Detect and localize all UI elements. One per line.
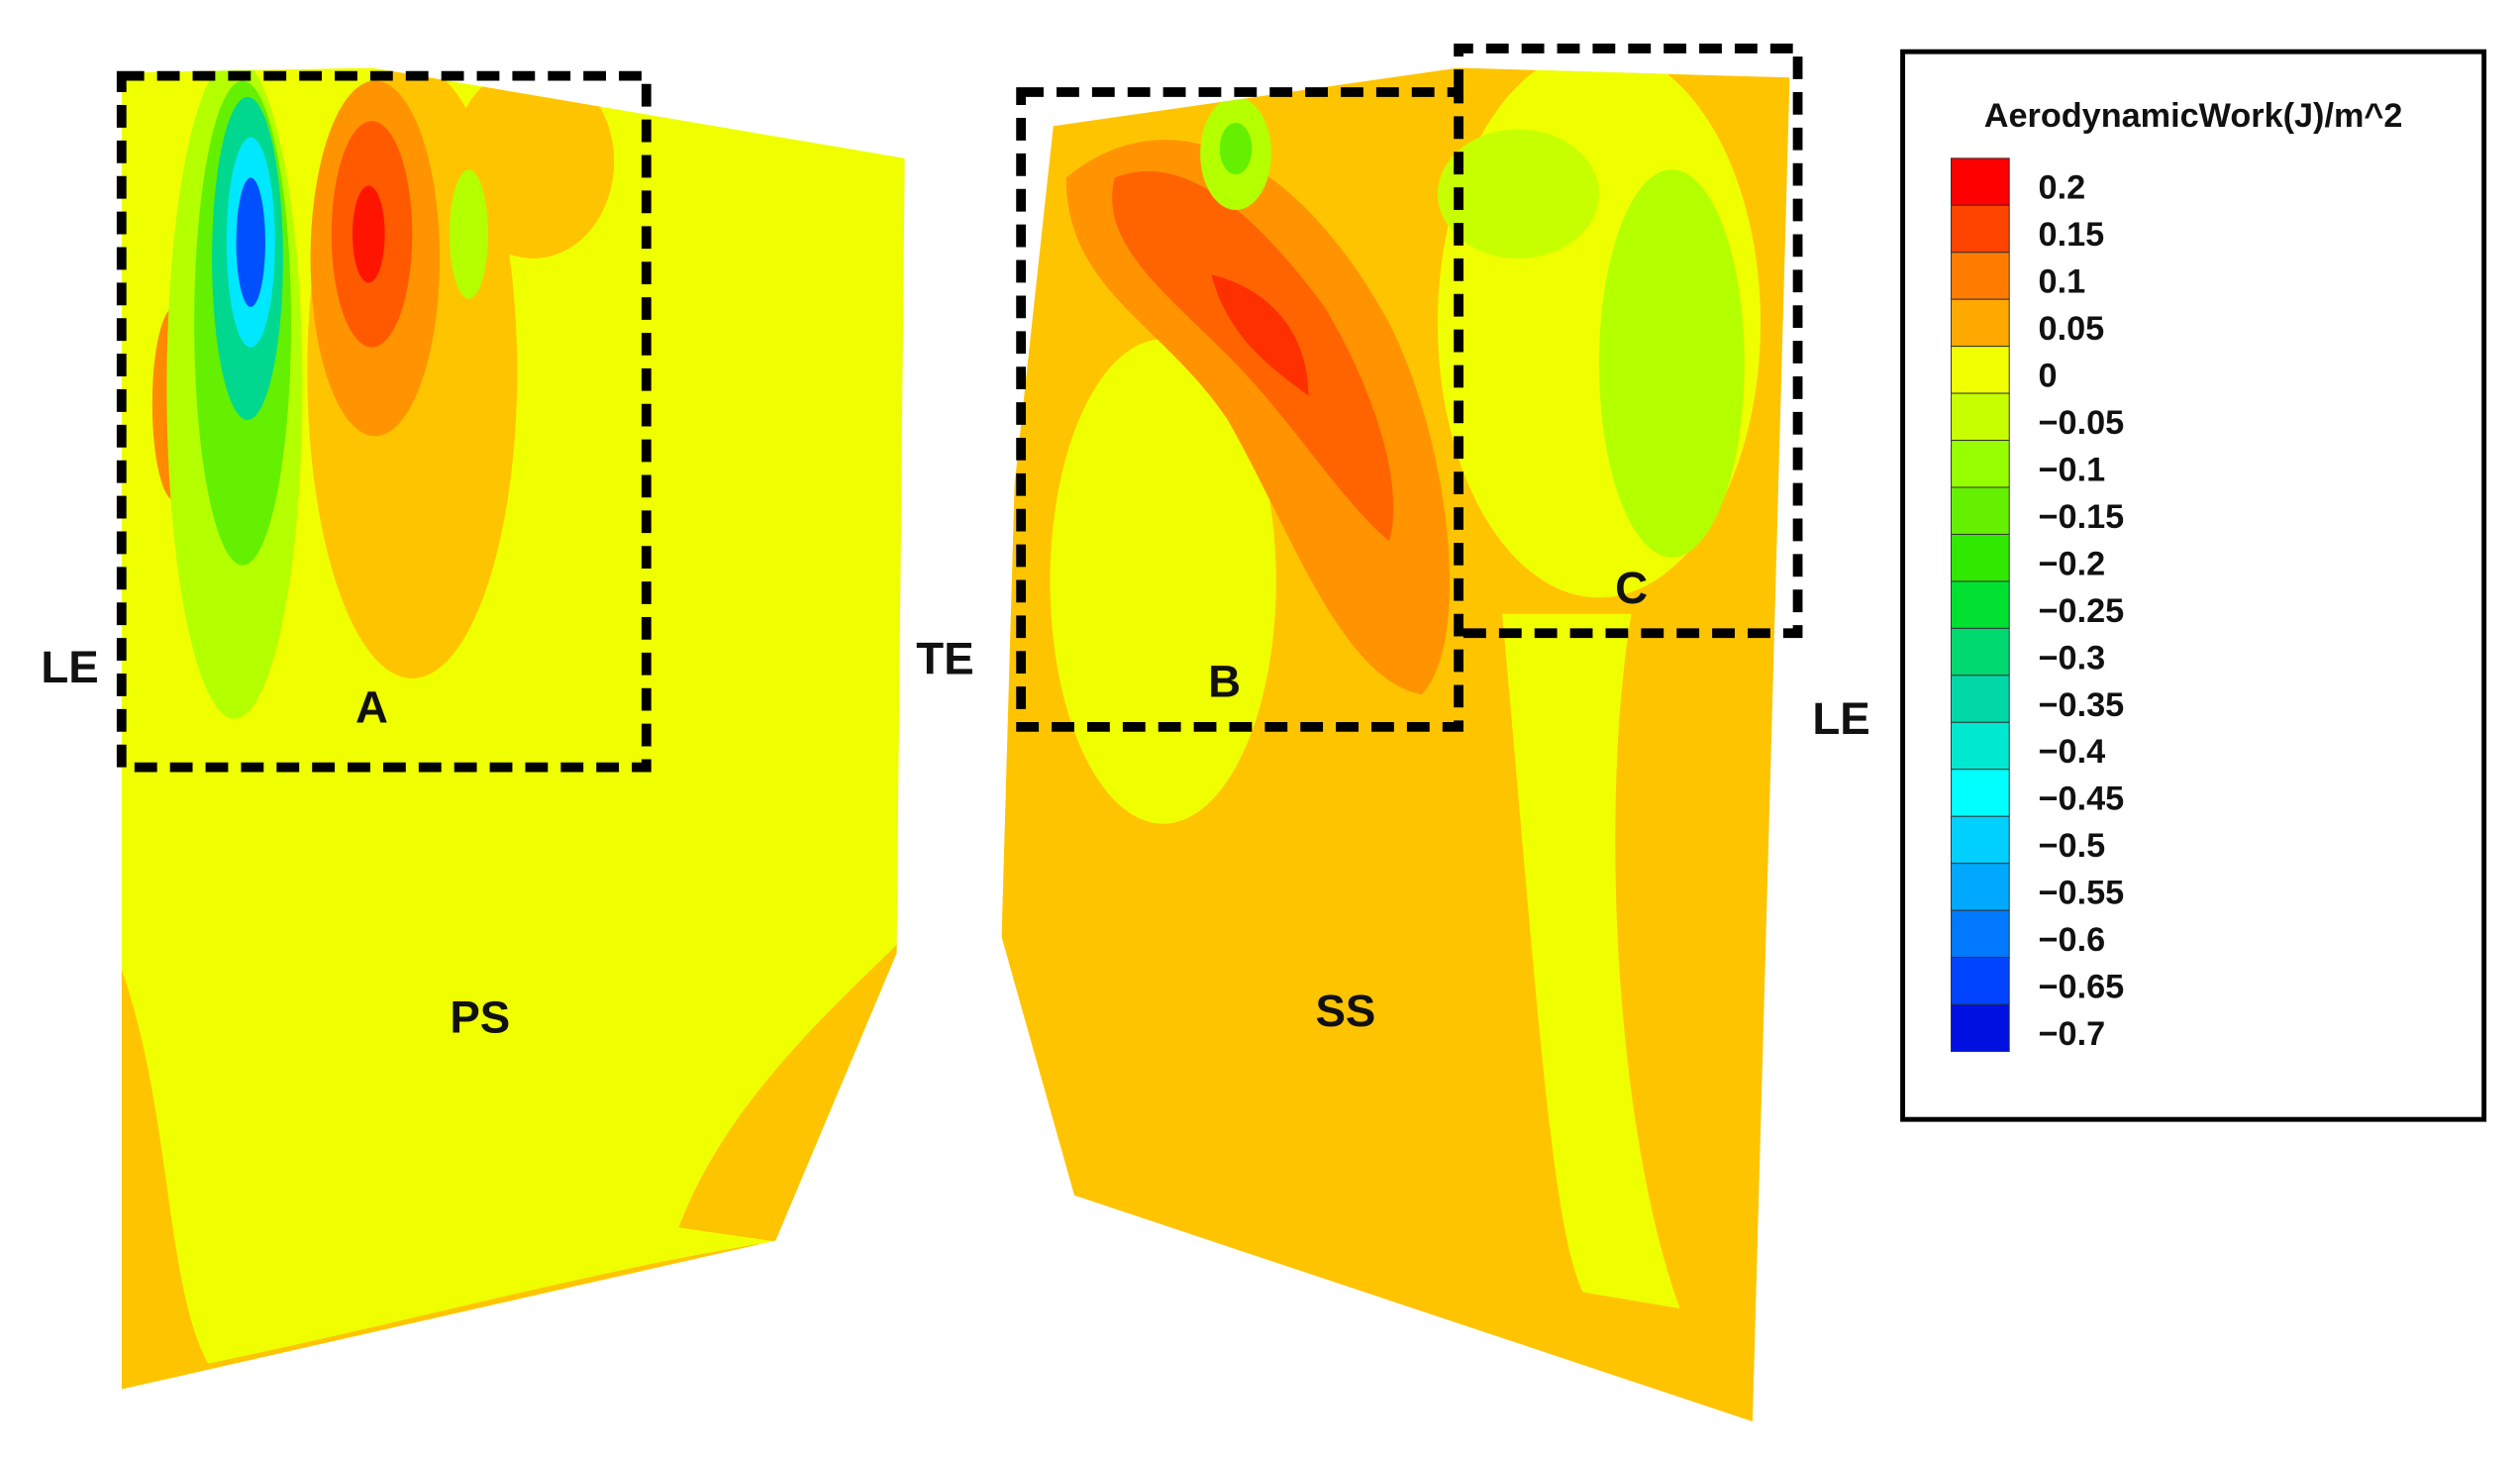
colorbar-swatch (1951, 815, 2010, 865)
colorbar-tick-label: 0.2 (2039, 169, 2086, 207)
legend-title: AerodynamicWork(J)/m^2 (1984, 97, 2403, 135)
contour-region (352, 185, 385, 283)
contour-region (236, 177, 265, 307)
colorbar-swatch (1951, 298, 2010, 348)
colorbar-swatch (1951, 627, 2010, 676)
colorbar-swatch (1951, 252, 2010, 300)
contour-region (1112, 170, 1394, 542)
colorbar-swatch (1951, 533, 2010, 582)
colorbar-tick-label: −0.3 (2039, 639, 2106, 676)
region-box (116, 70, 652, 773)
colorbar-swatch (1951, 157, 2010, 206)
colorbar-tick-label: −0.6 (2039, 921, 2106, 959)
colorbar-tick-label: 0.15 (2039, 216, 2105, 254)
colorbar-swatch (1951, 204, 2010, 254)
contour-region (453, 67, 615, 259)
contour-region (1050, 339, 1276, 824)
annotation: TE (916, 634, 973, 684)
colorbar-tick-label: −0.05 (2039, 404, 2125, 442)
colorbar-swatch (1951, 721, 2010, 771)
contour-region (1219, 122, 1253, 175)
contour-region (1502, 613, 1680, 1308)
colorbar-tick-label: −0.45 (2039, 781, 2125, 818)
colorbar-swatch (1951, 346, 2010, 394)
contour-region (1211, 274, 1309, 396)
annotation: B (1208, 657, 1241, 707)
colorbar-swatch (1951, 863, 2010, 911)
colorbar-tick-label: 0 (2039, 358, 2058, 395)
contour-region (1437, 129, 1599, 259)
colorbar-tick-label: −0.1 (2039, 451, 2106, 488)
colorbar-tick-label: −0.35 (2039, 686, 2125, 724)
colorbar-tick-label: −0.15 (2039, 498, 2125, 536)
colorbar-tick-label: 0.1 (2039, 263, 2086, 301)
annotation: PS (450, 992, 510, 1043)
colorbar-tick-label: −0.25 (2039, 592, 2125, 630)
colorbar-swatch (1951, 580, 2010, 629)
colorbar-swatch (1951, 769, 2010, 817)
contour-region (121, 969, 227, 1390)
suction-side-field (1001, 67, 1790, 1422)
annotation: LE (41, 642, 98, 692)
colorbar-swatch (1951, 1003, 2010, 1052)
colorbar-tick-label: −0.4 (2039, 733, 2106, 771)
colorbar-swatch (1951, 486, 2010, 535)
colorbar-tick-label: −0.55 (2039, 875, 2125, 912)
colorbar-tick-label: −0.5 (2039, 827, 2106, 865)
colorbar-swatch (1951, 392, 2010, 442)
annotation: SS (1315, 986, 1375, 1036)
annotation: A (355, 682, 388, 733)
region-box (1016, 87, 1463, 732)
annotation: C (1615, 563, 1648, 613)
colorbar-swatch (1951, 675, 2010, 723)
colorbar-swatch (1951, 909, 2010, 959)
contour-region (449, 169, 488, 299)
colorbar-tick-label: −0.2 (2039, 545, 2106, 582)
contour-region (1598, 169, 1745, 558)
region-box (1454, 44, 1803, 639)
colorbar-tick-label: −0.7 (2039, 1015, 2106, 1053)
colorbar-swatch (1951, 957, 2010, 1005)
annotation: LE (1812, 693, 1869, 744)
colorbar-tick-label: −0.65 (2039, 969, 2125, 1006)
pressure-side-field (121, 67, 905, 1390)
colorbar: 0.2 0.15 0.1 0.05 0 −0.05 −0.1 −0.15 −0.2 −0.25 −0… (1951, 157, 2125, 1053)
colorbar-tick-label: 0.05 (2039, 310, 2105, 348)
colorbar-swatch (1951, 440, 2010, 488)
